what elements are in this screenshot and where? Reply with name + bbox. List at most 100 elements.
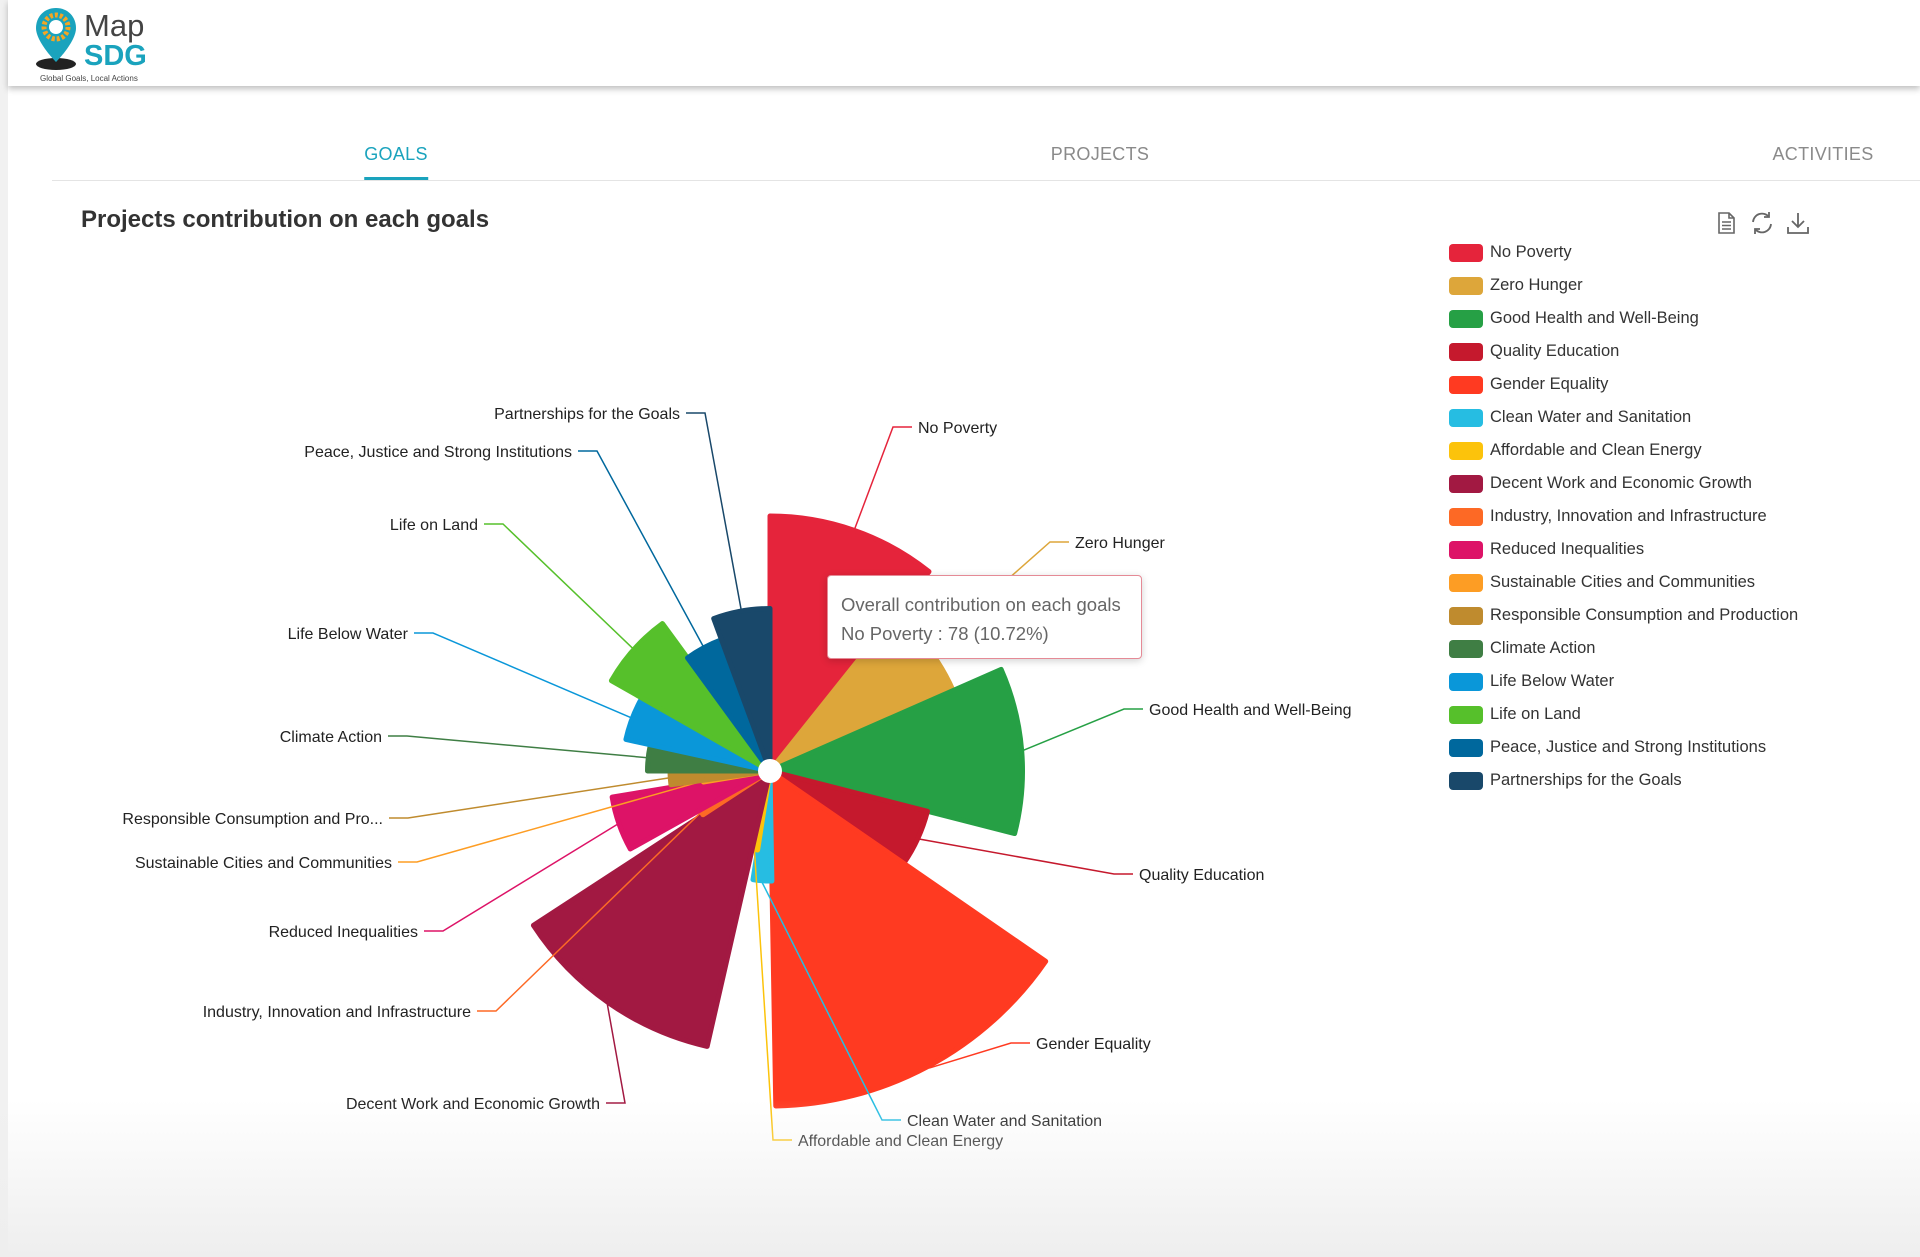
label-leader-line (388, 735, 647, 759)
legend-item[interactable]: Quality Education (1449, 335, 1798, 368)
label-leader-line (389, 777, 669, 819)
legend-label: Affordable and Clean Energy (1490, 441, 1702, 459)
center-hole (758, 759, 782, 783)
wedge-label: Decent Work and Economic Growth (346, 1096, 600, 1113)
chart-title: Projects contribution on each goals (81, 206, 490, 233)
tab-projects[interactable]: PROJECTS (1050, 144, 1150, 164)
legend-label: Life on Land (1490, 705, 1581, 723)
wedge-label: Climate Action (280, 729, 382, 746)
wedge-label: Reduced Inequalities (269, 924, 418, 941)
wedge-label: Life Below Water (288, 626, 409, 643)
label-leader-line (398, 780, 702, 863)
legend-item[interactable]: Sustainable Cities and Communities (1449, 566, 1798, 599)
legend-label: Decent Work and Economic Growth (1490, 474, 1752, 492)
top-header: Map SDG Global Goals, Local Actions (8, 0, 1920, 86)
label-leader-line (686, 412, 742, 610)
tooltip-value: No Poverty : 78 (10.72%) (841, 623, 1049, 644)
wedge-label: Gender Equality (1036, 1036, 1151, 1053)
map-pin-logo-icon (36, 8, 76, 70)
chart-legend: No Poverty Zero Hunger Good Health and Wel… (1449, 236, 1798, 797)
tab-bar: GOALS PROJECTS ACTIVITIES (52, 130, 1920, 181)
legend-item[interactable]: No Poverty (1449, 236, 1798, 269)
legend-swatch (1449, 672, 1483, 691)
legend-item[interactable]: Reduced Inequalities (1449, 533, 1798, 566)
legend-item[interactable]: Clean Water and Sanitation (1449, 401, 1798, 434)
wedge-label: Partnerships for the Goals (494, 406, 680, 423)
label-leader-line (424, 823, 618, 932)
legend-swatch (1449, 507, 1483, 526)
wedge-label: Clean Water and Sanitation (907, 1113, 1102, 1130)
label-leader-line (1023, 708, 1143, 751)
wedge-label: Peace, Justice and Strong Institutions (304, 444, 572, 461)
refresh-icon[interactable] (1749, 210, 1775, 236)
chart-tooltip: Overall contribution on each goals No Po… (827, 575, 1142, 659)
legend-swatch (1449, 771, 1483, 790)
legend-swatch (1449, 243, 1483, 262)
legend-swatch (1449, 573, 1483, 592)
wedge-label: Life on Land (390, 517, 478, 534)
wedge-label: Affordable and Clean Energy (798, 1133, 1003, 1150)
wedge-label: Quality Education (1139, 867, 1264, 884)
legend-item[interactable]: Climate Action (1449, 632, 1798, 665)
wedge-label: Responsible Consumption and Pro... (122, 811, 383, 828)
legend-item[interactable]: Zero Hunger (1449, 269, 1798, 302)
wedge-label: Sustainable Cities and Communities (135, 855, 392, 872)
tab-activities[interactable]: ACTIVITIES (1772, 144, 1874, 164)
legend-swatch (1449, 309, 1483, 328)
label-leader-line (928, 1042, 1030, 1069)
legend-swatch (1449, 738, 1483, 757)
legend-label: Zero Hunger (1490, 276, 1583, 294)
legend-label: Responsible Consumption and Production (1490, 606, 1799, 624)
left-strip (0, 0, 8, 1257)
tooltip-title: Overall contribution on each goals (841, 594, 1121, 615)
legend-label: Quality Education (1490, 342, 1620, 360)
wedge-label: Good Health and Well-Being (1149, 702, 1352, 719)
label-leader-line (484, 523, 633, 649)
legend-item[interactable]: Life on Land (1449, 698, 1798, 731)
legend-item[interactable]: Gender Equality (1449, 368, 1798, 401)
wedge-label: Zero Hunger (1075, 535, 1165, 552)
logo-map-text: Map (84, 8, 145, 43)
legend-label: Life Below Water (1490, 672, 1615, 690)
label-leader-line (477, 812, 701, 1012)
legend-label: Partnerships for the Goals (1490, 771, 1682, 789)
legend-swatch (1449, 474, 1483, 493)
legend-swatch (1449, 375, 1483, 394)
legend-label: Sustainable Cities and Communities (1490, 573, 1756, 591)
legend-label: Climate Action (1490, 639, 1596, 657)
legend-swatch (1449, 540, 1483, 559)
content-card (30, 98, 1920, 1257)
legend-item[interactable]: Peace, Justice and Strong Institutions (1449, 731, 1798, 764)
legend-item[interactable]: Affordable and Clean Energy (1449, 434, 1798, 467)
legend-item[interactable]: Responsible Consumption and Production (1449, 599, 1798, 632)
download-icon[interactable] (1785, 210, 1811, 236)
legend-label: Industry, Innovation and Infrastructure (1490, 507, 1767, 525)
label-leader-line (414, 632, 631, 719)
legend-label: Good Health and Well-Being (1490, 309, 1699, 327)
legend-item[interactable]: Partnerships for the Goals (1449, 764, 1798, 797)
legend-label: Gender Equality (1490, 375, 1609, 393)
wedge-label: Industry, Innovation and Infrastructure (203, 1004, 471, 1021)
legend-swatch (1449, 441, 1483, 460)
legend-item[interactable]: Life Below Water (1449, 665, 1798, 698)
legend-swatch (1449, 606, 1483, 625)
legend-label: No Poverty (1490, 243, 1572, 261)
legend-item[interactable]: Industry, Innovation and Infrastructure (1449, 500, 1798, 533)
legend-label: Peace, Justice and Strong Institutions (1490, 738, 1767, 756)
legend-label: Reduced Inequalities (1490, 540, 1645, 558)
legend-item[interactable]: Good Health and Well-Being (1449, 302, 1798, 335)
legend-label: Clean Water and Sanitation (1490, 408, 1692, 426)
legend-item[interactable]: Decent Work and Economic Growth (1449, 467, 1798, 500)
legend-swatch (1449, 639, 1483, 658)
logo-sdg-text: SDG (84, 40, 147, 72)
label-leader-line (919, 838, 1133, 875)
data-view-icon[interactable] (1713, 210, 1739, 236)
mapsdg-logo[interactable]: Map SDG Global Goals, Local Actions (30, 6, 160, 84)
tab-goals[interactable]: GOALS (364, 144, 428, 180)
legend-swatch (1449, 705, 1483, 724)
wedge-label: No Poverty (918, 420, 997, 437)
label-leader-line (578, 450, 704, 647)
legend-swatch (1449, 408, 1483, 427)
logo-tagline: Global Goals, Local Actions (40, 74, 138, 83)
label-leader-line (606, 1004, 626, 1104)
